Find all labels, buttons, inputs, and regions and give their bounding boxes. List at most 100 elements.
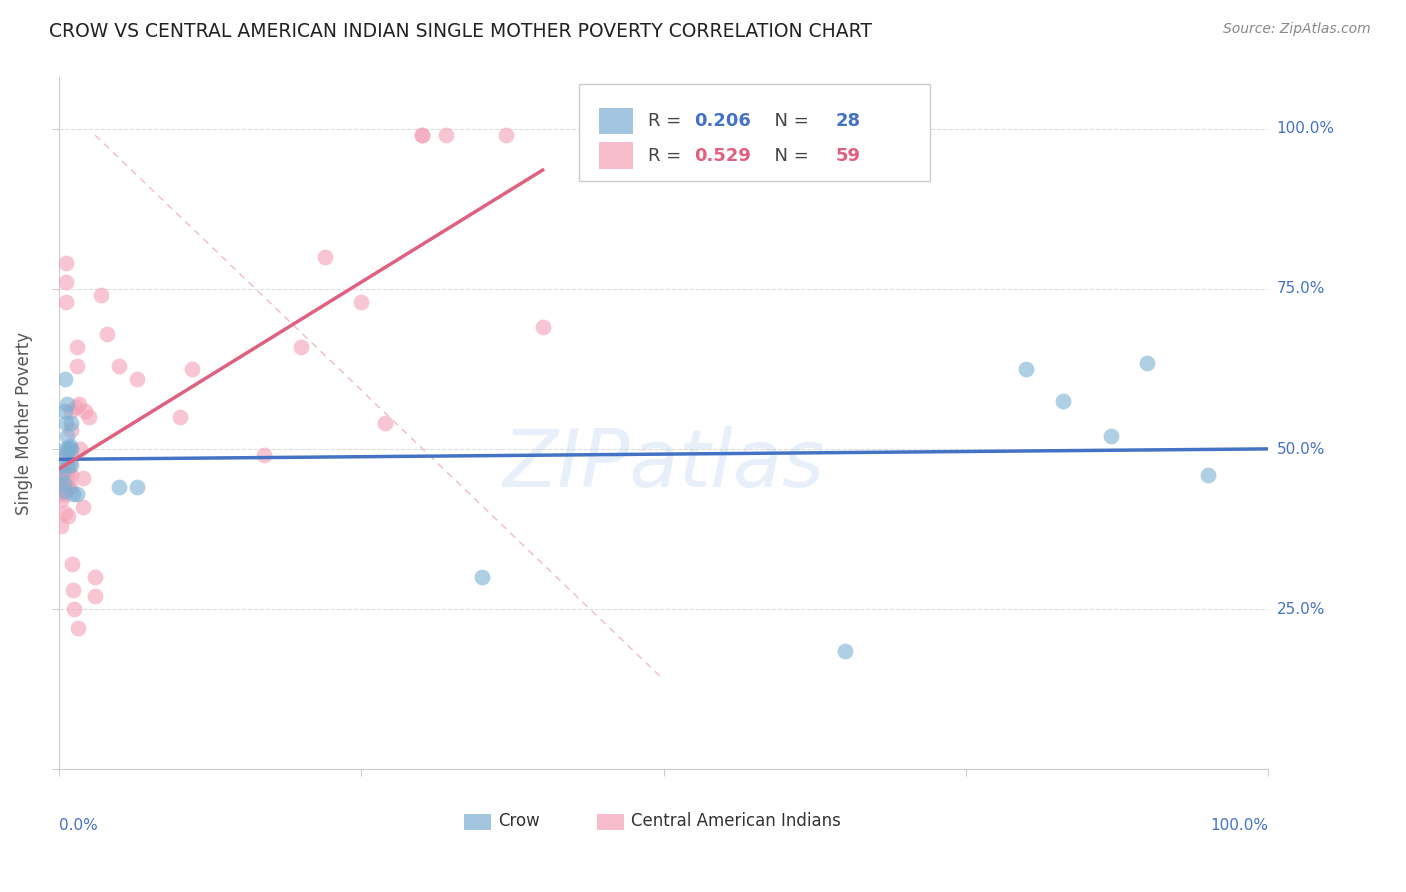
Point (62, 487, 84, 501)
Point (65, 401, 87, 415)
Point (108, 359, 131, 373)
Point (67, 397, 90, 411)
Text: Source: ZipAtlas.com: Source: ZipAtlas.com (1223, 22, 1371, 37)
Point (60, 558, 83, 572)
Point (55, 256, 77, 270)
Point (58, 465, 80, 479)
Text: Crow: Crow (498, 813, 540, 830)
Point (180, 362, 202, 376)
Text: 59: 59 (835, 146, 860, 165)
Point (108, 480, 131, 494)
Point (75, 403, 97, 417)
Text: 100.0%: 100.0% (1277, 121, 1334, 136)
Point (350, 294, 373, 309)
Point (1197, 467, 1219, 482)
Point (56, 480, 79, 494)
Text: N =: N = (763, 112, 814, 130)
Point (1099, 429, 1122, 443)
Point (84, 570, 107, 584)
Point (411, 128, 433, 142)
Text: 25.0%: 25.0% (1277, 602, 1324, 616)
Point (471, 570, 494, 584)
Point (495, 128, 517, 142)
Point (59, 442, 82, 456)
Point (53, 487, 76, 501)
Y-axis label: Single Mother Poverty: Single Mother Poverty (15, 332, 32, 515)
Point (53, 461, 76, 475)
Point (53, 442, 76, 456)
Point (84, 590, 107, 604)
Point (69, 442, 91, 456)
Point (49, 493, 72, 508)
Point (66, 339, 89, 353)
Point (96, 326, 118, 341)
Point (72, 471, 94, 485)
FancyBboxPatch shape (598, 814, 624, 830)
FancyBboxPatch shape (599, 108, 633, 134)
Point (77, 409, 100, 424)
Point (53, 371, 76, 385)
Point (51, 467, 73, 482)
Point (59, 467, 82, 482)
Text: R =: R = (648, 112, 688, 130)
Point (55, 294, 77, 309)
FancyBboxPatch shape (464, 814, 491, 830)
Point (127, 371, 149, 385)
Point (56, 429, 79, 443)
Point (67, 621, 90, 635)
Point (374, 417, 396, 431)
Point (51, 471, 73, 485)
Point (51, 458, 73, 472)
Point (290, 339, 312, 353)
Point (51, 480, 73, 494)
Point (127, 480, 149, 494)
Point (49, 487, 72, 501)
Text: 0.206: 0.206 (693, 112, 751, 130)
Point (58, 439, 80, 453)
Point (90, 288, 112, 302)
Point (253, 449, 276, 463)
Point (62, 582, 84, 597)
Point (63, 602, 86, 616)
Text: ZIPatlas: ZIPatlas (502, 425, 825, 504)
Point (59, 442, 82, 456)
Point (53, 474, 76, 488)
Point (72, 500, 94, 514)
Text: 0.0%: 0.0% (59, 818, 97, 833)
Point (52, 483, 75, 498)
Point (55, 449, 77, 463)
Point (58, 455, 80, 469)
FancyBboxPatch shape (599, 143, 633, 169)
Point (314, 250, 336, 264)
Text: N =: N = (763, 146, 814, 165)
Point (1015, 362, 1038, 376)
Point (834, 644, 856, 658)
Point (59, 403, 82, 417)
Point (66, 487, 89, 501)
Point (49, 474, 72, 488)
Text: 100.0%: 100.0% (1211, 818, 1268, 833)
Point (58, 480, 80, 494)
Point (55, 445, 77, 459)
Text: R =: R = (648, 146, 688, 165)
Point (56, 449, 79, 463)
Point (59, 423, 82, 437)
Point (59, 458, 82, 472)
Point (66, 359, 89, 373)
Point (58, 509, 80, 524)
Point (55, 276, 77, 290)
Text: 75.0%: 75.0% (1277, 281, 1324, 296)
Point (411, 128, 433, 142)
Point (1136, 355, 1159, 369)
Point (49, 519, 72, 533)
Point (58, 442, 80, 456)
Point (58, 458, 80, 472)
Point (169, 409, 191, 424)
Point (434, 128, 457, 142)
Point (1052, 394, 1074, 409)
Point (531, 320, 554, 334)
Point (58, 480, 80, 494)
Text: 50.0%: 50.0% (1277, 442, 1324, 457)
Point (56, 467, 79, 482)
Text: 28: 28 (835, 112, 860, 130)
